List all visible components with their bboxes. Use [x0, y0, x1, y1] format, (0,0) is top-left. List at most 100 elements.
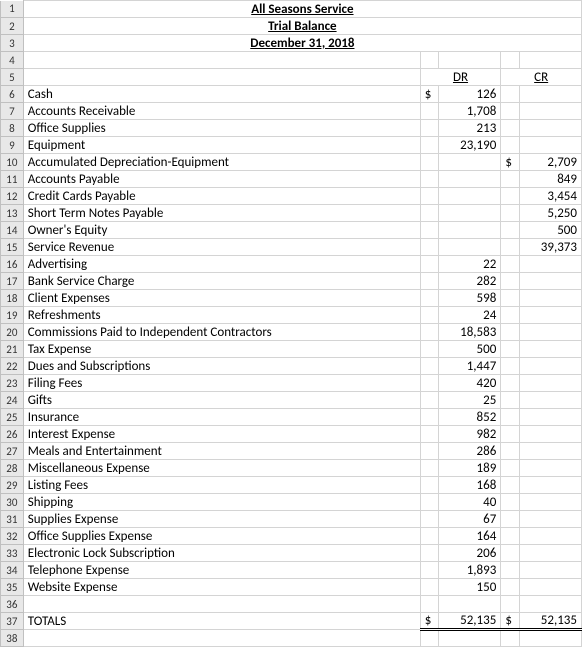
- dr-value[interactable]: 500: [439, 341, 501, 358]
- totals-cr-symbol[interactable]: $: [501, 613, 520, 630]
- dr-value[interactable]: 1,708: [439, 103, 501, 120]
- cell[interactable]: [439, 630, 501, 647]
- cr-symbol[interactable]: [501, 477, 520, 494]
- dr-symbol[interactable]: [420, 426, 439, 443]
- account-name[interactable]: Filing Fees: [23, 375, 420, 392]
- dr-value[interactable]: 982: [439, 426, 501, 443]
- cr-symbol[interactable]: [501, 86, 520, 103]
- cr-value[interactable]: 3,454: [519, 188, 581, 205]
- cell[interactable]: [420, 630, 439, 647]
- cell[interactable]: [501, 596, 520, 613]
- account-name[interactable]: Dues and Subscriptions: [23, 358, 420, 375]
- cell[interactable]: [420, 52, 439, 69]
- dr-symbol[interactable]: [420, 375, 439, 392]
- dr-symbol[interactable]: [420, 562, 439, 579]
- cr-value[interactable]: [519, 528, 581, 545]
- account-name[interactable]: Accounts Payable: [23, 171, 420, 188]
- dr-symbol[interactable]: [420, 171, 439, 188]
- cr-value[interactable]: [519, 86, 581, 103]
- dr-value[interactable]: 852: [439, 409, 501, 426]
- cr-symbol[interactable]: [501, 256, 520, 273]
- cr-value[interactable]: [519, 579, 581, 596]
- cr-symbol[interactable]: [501, 426, 520, 443]
- cr-value[interactable]: [519, 103, 581, 120]
- dr-value[interactable]: [439, 205, 501, 222]
- dr-symbol[interactable]: [420, 205, 439, 222]
- dr-symbol[interactable]: [420, 120, 439, 137]
- account-name[interactable]: Insurance: [23, 409, 420, 426]
- dr-value[interactable]: 150: [439, 579, 501, 596]
- account-name[interactable]: Advertising: [23, 256, 420, 273]
- cr-symbol[interactable]: [501, 409, 520, 426]
- dr-value[interactable]: 286: [439, 443, 501, 460]
- account-name[interactable]: Supplies Expense: [23, 511, 420, 528]
- cr-symbol[interactable]: [501, 443, 520, 460]
- dr-value[interactable]: 23,190: [439, 137, 501, 154]
- dr-symbol[interactable]: [420, 477, 439, 494]
- dr-symbol[interactable]: [420, 392, 439, 409]
- cell[interactable]: [519, 52, 581, 69]
- account-name[interactable]: Owner's Equity: [23, 222, 420, 239]
- dr-symbol[interactable]: [420, 528, 439, 545]
- cr-symbol[interactable]: [501, 562, 520, 579]
- totals-label[interactable]: TOTALS: [23, 613, 420, 630]
- cell[interactable]: [501, 52, 520, 69]
- dr-symbol[interactable]: [420, 494, 439, 511]
- dr-value[interactable]: 24: [439, 307, 501, 324]
- totals-dr-value[interactable]: 52,135: [439, 613, 501, 630]
- cr-value[interactable]: [519, 460, 581, 477]
- cr-symbol[interactable]: [501, 307, 520, 324]
- cr-symbol[interactable]: [501, 375, 520, 392]
- cr-value[interactable]: [519, 443, 581, 460]
- cr-value[interactable]: [519, 137, 581, 154]
- dr-value[interactable]: 67: [439, 511, 501, 528]
- totals-dr-symbol[interactable]: $: [420, 613, 439, 630]
- cr-symbol[interactable]: [501, 188, 520, 205]
- dr-symbol[interactable]: [420, 103, 439, 120]
- dr-value[interactable]: 206: [439, 545, 501, 562]
- cr-value[interactable]: [519, 545, 581, 562]
- dr-symbol[interactable]: [420, 409, 439, 426]
- cr-value[interactable]: [519, 273, 581, 290]
- dr-value[interactable]: 282: [439, 273, 501, 290]
- cr-symbol[interactable]: [501, 392, 520, 409]
- dr-value[interactable]: 213: [439, 120, 501, 137]
- dr-value[interactable]: [439, 188, 501, 205]
- dr-value[interactable]: [439, 171, 501, 188]
- account-name[interactable]: Refreshments: [23, 307, 420, 324]
- dr-symbol[interactable]: [420, 460, 439, 477]
- cr-value[interactable]: [519, 120, 581, 137]
- cell[interactable]: [519, 596, 581, 613]
- dr-symbol[interactable]: [420, 256, 439, 273]
- cr-symbol[interactable]: [501, 579, 520, 596]
- account-name[interactable]: Office Supplies: [23, 120, 420, 137]
- cr-symbol[interactable]: [501, 273, 520, 290]
- title-cell[interactable]: Trial Balance: [23, 18, 581, 35]
- cr-value[interactable]: [519, 409, 581, 426]
- account-name[interactable]: Accounts Receivable: [23, 103, 420, 120]
- dr-value[interactable]: 598: [439, 290, 501, 307]
- cr-value[interactable]: [519, 256, 581, 273]
- dr-value[interactable]: 168: [439, 477, 501, 494]
- account-name[interactable]: Service Revenue: [23, 239, 420, 256]
- cr-symbol[interactable]: [501, 222, 520, 239]
- cr-value[interactable]: 849: [519, 171, 581, 188]
- cell[interactable]: [439, 596, 501, 613]
- cr-symbol[interactable]: [501, 358, 520, 375]
- dr-value[interactable]: 18,583: [439, 324, 501, 341]
- dr-symbol[interactable]: [420, 239, 439, 256]
- cr-value[interactable]: [519, 290, 581, 307]
- account-name[interactable]: Equipment: [23, 137, 420, 154]
- dr-symbol[interactable]: [420, 154, 439, 171]
- cr-value[interactable]: [519, 324, 581, 341]
- dr-symbol[interactable]: [420, 341, 439, 358]
- account-name[interactable]: Website Expense: [23, 579, 420, 596]
- account-name[interactable]: Commissions Paid to Independent Contract…: [23, 324, 420, 341]
- cr-value[interactable]: [519, 562, 581, 579]
- totals-cr-value[interactable]: 52,135: [519, 613, 581, 630]
- dr-value[interactable]: 189: [439, 460, 501, 477]
- cr-symbol[interactable]: [501, 137, 520, 154]
- cell[interactable]: [23, 596, 420, 613]
- cr-value[interactable]: 2,709: [519, 154, 581, 171]
- title-cell[interactable]: December 31, 2018: [23, 35, 581, 52]
